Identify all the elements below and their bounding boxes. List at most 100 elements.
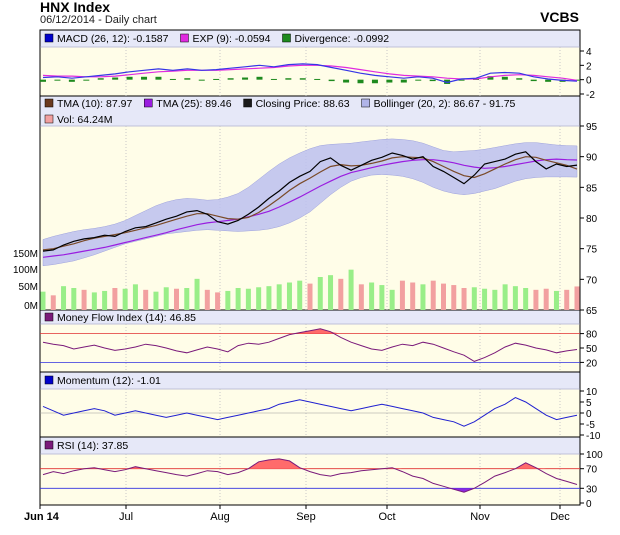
rsi-tick-label: 70: [586, 465, 598, 476]
volume-bar: [410, 282, 416, 310]
legend-label: EXP (9): -0.0594: [192, 33, 270, 45]
volume-bar: [564, 289, 570, 310]
volume-bar: [81, 289, 87, 310]
volume-bar: [276, 284, 282, 310]
divergence-bar: [545, 79, 552, 82]
legend-swatch: [361, 98, 370, 108]
volume-bar: [441, 283, 446, 310]
macd-tick-label: 0: [586, 76, 592, 87]
rsi-tick-label: 0: [586, 499, 592, 510]
volume-bar: [328, 275, 334, 310]
divergence-bar: [400, 79, 407, 83]
legend-bar-rsi: [40, 437, 580, 455]
legend-label: RSI (14): 37.85: [57, 440, 128, 452]
macd-tick-label: 4: [586, 47, 592, 58]
momentum-tick-label: -5: [586, 420, 595, 431]
volume-bar: [482, 288, 488, 310]
volume-bar: [112, 288, 118, 310]
divergence-bar: [429, 79, 436, 82]
legend-label: TMA (10): 87.97: [57, 98, 132, 110]
macd-line: [42, 63, 578, 84]
momentum-tick-label: -10: [586, 431, 601, 442]
legend-label: TMA (25): 89.46: [156, 98, 231, 110]
momentum-tick-label: 5: [586, 398, 592, 409]
divergence-bar: [169, 78, 176, 80]
volume-bar: [225, 290, 231, 310]
legend-swatch: [44, 98, 54, 108]
momentum-line: [42, 397, 578, 427]
volume-bar: [256, 287, 262, 310]
divergence-bar: [97, 78, 104, 80]
volume-bar: [348, 269, 354, 310]
legend-bar-macd: [40, 30, 580, 48]
divergence-bar: [487, 76, 494, 80]
divergence-bar: [314, 78, 321, 80]
rsi-line: [42, 458, 578, 493]
legend-swatch: [180, 33, 189, 43]
divergence-bar: [458, 79, 465, 81]
volume-bar: [122, 288, 128, 310]
rsi-tick-label: 30: [586, 484, 598, 495]
x-tick-label: Oct: [378, 511, 395, 523]
legend-swatch: [44, 375, 54, 385]
volume-tick-label: 0M: [24, 301, 38, 312]
x-tick-label: Sep: [296, 511, 316, 523]
legend-bar-mom: [40, 372, 580, 390]
volume-bar: [297, 280, 303, 310]
tma10-line: [42, 156, 578, 251]
volume-bar: [317, 277, 323, 310]
volume-tick-label: 50M: [19, 282, 38, 293]
volume-bar: [102, 290, 108, 310]
volume-bar: [369, 282, 375, 310]
divergence-bar: [444, 79, 451, 84]
volume-bar: [492, 289, 498, 310]
divergence-bar: [299, 78, 306, 80]
legend-swatch: [144, 98, 153, 108]
divergence-bar: [501, 76, 508, 80]
price-tick-label: 95: [586, 122, 598, 133]
volume-bar: [461, 288, 467, 310]
volume-bar: [204, 289, 210, 310]
divergence-bar: [184, 78, 191, 80]
divergence-bar: [54, 79, 61, 81]
volume-bar: [143, 289, 149, 310]
legend-label: MACD (26, 12): -0.1587: [57, 33, 169, 45]
volume-bar: [184, 288, 190, 310]
volume-bar: [61, 286, 67, 310]
volume-bar: [307, 283, 313, 310]
mfi-line: [42, 328, 578, 362]
volume-bar: [50, 295, 56, 310]
price-tick-label: 90: [586, 153, 598, 164]
legend-swatch: [44, 33, 54, 43]
price-tick-label: 70: [586, 275, 598, 286]
divergence-bar: [112, 77, 119, 80]
volume-bar: [358, 284, 364, 310]
volume-tick-label: 150M: [13, 249, 38, 260]
mfi-tick-label: 80: [586, 330, 598, 341]
price-tick-label: 75: [586, 245, 598, 256]
chart-title: HNX Index: [40, 0, 111, 15]
mfi-tick-label: 50: [586, 344, 598, 355]
legend-label: Momentum (12): -1.01: [57, 375, 161, 387]
legend-bar-mfi: [40, 310, 580, 325]
divergence-bar: [83, 79, 90, 81]
legend-swatch: [282, 33, 291, 43]
macd-signal-line: [42, 64, 578, 81]
divergence-bar: [256, 76, 263, 80]
broker-logo: VCBS: [540, 9, 579, 25]
tma25-line: [42, 158, 578, 258]
rsi-tick-label: 100: [586, 450, 603, 461]
divergence-bar: [270, 78, 277, 80]
volume-bar: [389, 289, 395, 310]
volume-bar: [471, 287, 477, 310]
x-tick-label: Aug: [210, 511, 230, 523]
volume-bar: [338, 278, 344, 310]
x-tick-label: Dec: [550, 511, 570, 523]
volume-bar: [286, 282, 292, 310]
divergence-bar: [371, 79, 378, 84]
volume-bar: [40, 291, 46, 310]
volume-bar: [512, 286, 518, 310]
volume-bar: [174, 288, 179, 310]
volume-bar: [266, 286, 272, 310]
